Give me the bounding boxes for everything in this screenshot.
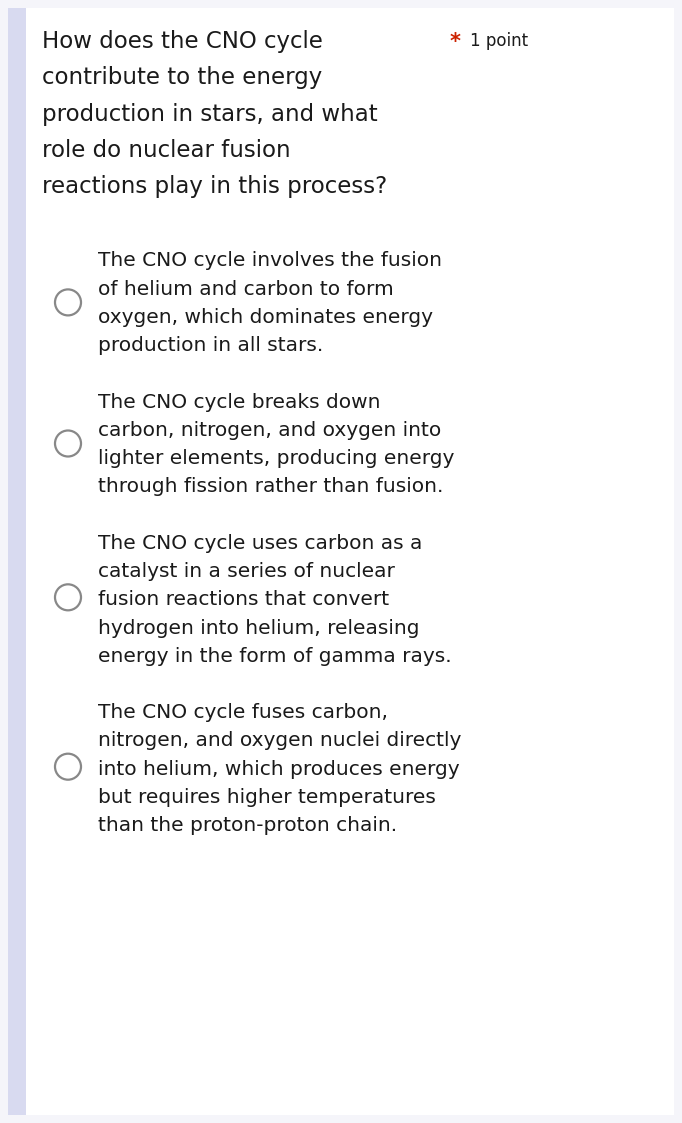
Text: production in stars, and what: production in stars, and what: [42, 102, 378, 126]
Text: nitrogen, and oxygen nuclei directly: nitrogen, and oxygen nuclei directly: [98, 731, 462, 750]
Text: hydrogen into helium, releasing: hydrogen into helium, releasing: [98, 619, 419, 638]
Bar: [8, 8, 26, 1115]
Text: catalyst in a series of nuclear: catalyst in a series of nuclear: [98, 562, 395, 581]
Text: production in all stars.: production in all stars.: [98, 336, 323, 355]
Text: of helium and carbon to form: of helium and carbon to form: [98, 280, 394, 299]
Text: The CNO cycle breaks down: The CNO cycle breaks down: [98, 393, 381, 412]
Text: reactions play in this process?: reactions play in this process?: [42, 175, 387, 198]
Text: into helium, which produces energy: into helium, which produces energy: [98, 759, 460, 778]
Text: role do nuclear fusion: role do nuclear fusion: [42, 139, 291, 162]
Text: than the proton-proton chain.: than the proton-proton chain.: [98, 816, 397, 836]
Text: The CNO cycle fuses carbon,: The CNO cycle fuses carbon,: [98, 703, 388, 722]
Text: oxygen, which dominates energy: oxygen, which dominates energy: [98, 308, 433, 327]
Text: through fission rather than fusion.: through fission rather than fusion.: [98, 477, 443, 496]
Text: contribute to the energy: contribute to the energy: [42, 66, 323, 90]
Text: The CNO cycle uses carbon as a: The CNO cycle uses carbon as a: [98, 533, 422, 553]
Text: fusion reactions that convert: fusion reactions that convert: [98, 591, 389, 610]
Text: lighter elements, producing energy: lighter elements, producing energy: [98, 449, 454, 468]
Text: carbon, nitrogen, and oxygen into: carbon, nitrogen, and oxygen into: [98, 421, 441, 440]
Text: How does the CNO cycle: How does the CNO cycle: [42, 30, 323, 53]
Text: *: *: [450, 31, 461, 52]
Text: energy in the form of gamma rays.: energy in the form of gamma rays.: [98, 647, 451, 666]
Text: The CNO cycle involves the fusion: The CNO cycle involves the fusion: [98, 252, 442, 271]
Text: 1 point: 1 point: [470, 31, 528, 51]
Text: but requires higher temperatures: but requires higher temperatures: [98, 788, 436, 807]
